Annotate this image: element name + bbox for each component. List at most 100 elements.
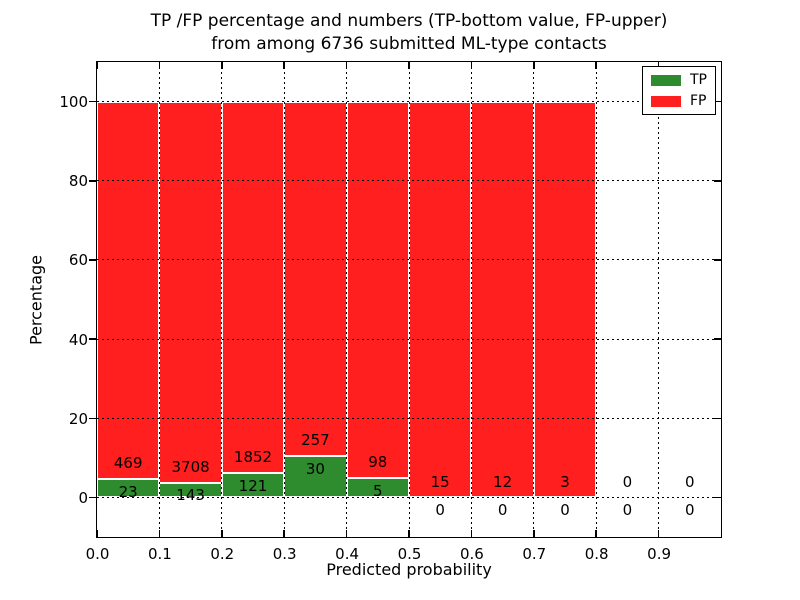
x-tick-top xyxy=(158,62,161,69)
bar-fp-segment xyxy=(159,101,222,483)
tp-count-label: 0 xyxy=(560,501,570,520)
y-tick-label: 60 xyxy=(68,251,88,270)
chart-title: TP /FP percentage and numbers (TP-bottom… xyxy=(97,10,721,56)
y-tick-label: 80 xyxy=(68,172,88,191)
y-tick-label: 40 xyxy=(68,330,88,349)
y-tick-right xyxy=(714,259,721,261)
x-tick-top xyxy=(221,62,223,69)
fp-count-label: 1852 xyxy=(233,448,273,467)
gridline-vertical xyxy=(658,62,660,537)
gridline-vertical xyxy=(158,62,160,537)
gridline-vertical xyxy=(533,62,535,537)
grid-layer xyxy=(97,62,721,537)
x-tick-bottom xyxy=(595,530,597,537)
bar-tp-segment xyxy=(533,497,597,500)
x-tick-bottom xyxy=(221,530,223,537)
x-tick-label: 0.7 xyxy=(522,544,547,563)
legend: TP FP xyxy=(642,66,716,115)
y-tick-label: 0 xyxy=(78,488,88,507)
gridline-vertical xyxy=(346,62,348,537)
tp-count-label: 30 xyxy=(305,459,325,478)
tp-count-label: 5 xyxy=(373,481,383,500)
x-tick-bottom xyxy=(657,530,660,537)
y-tick-label: 100 xyxy=(59,93,88,112)
x-axis-label: Predicted probability xyxy=(326,560,492,579)
bar-tp-segment xyxy=(284,456,347,498)
y-tick-right xyxy=(714,338,721,340)
x-tick-top xyxy=(595,62,597,69)
legend-label-fp: FP xyxy=(690,93,707,109)
bar-fp-segment xyxy=(346,101,409,479)
gridline-vertical xyxy=(470,62,472,537)
fp-count-label: 0 xyxy=(685,472,695,491)
x-tick-top xyxy=(283,62,285,69)
y-tick-left xyxy=(88,100,96,103)
tp-count-label: 23 xyxy=(118,482,138,501)
y-tick-left xyxy=(88,259,96,261)
x-tick-top xyxy=(657,62,660,69)
fp-count-label: 98 xyxy=(368,453,388,472)
bar-labels-layer: 469 23 3708 143 1852 121 257 30 98 5 15 0 12 0 3 0 0 0 0 0 xyxy=(97,62,721,537)
fp-count-label: 12 xyxy=(493,472,513,491)
bar-fp-segment xyxy=(221,101,285,474)
tp-count-label: 0 xyxy=(685,501,695,520)
y-tick-right xyxy=(714,417,721,419)
bar-tp-segment xyxy=(409,497,472,500)
x-tick-top xyxy=(408,62,410,69)
gridline-vertical xyxy=(283,62,285,537)
y-tick-left xyxy=(88,496,96,499)
fp-count-label: 257 xyxy=(301,431,330,450)
x-tick-top xyxy=(345,62,348,69)
tp-count-label: 0 xyxy=(622,501,633,520)
x-tick-bottom xyxy=(96,530,98,537)
tp-count-label: 0 xyxy=(435,501,445,520)
bar-tp-segment xyxy=(471,497,534,500)
plot-area: 469 23 3708 143 1852 121 257 30 98 5 15 0 12 0 3 0 0 0 0 0 … xyxy=(88,61,722,538)
legend-entry-fp: FP xyxy=(651,94,707,108)
bar-fp-segment xyxy=(533,101,597,498)
x-tick-bottom xyxy=(408,530,410,537)
chart-title-line2: from among 6736 submitted ML-type contac… xyxy=(211,34,607,54)
x-tick-label: 0.8 xyxy=(584,544,609,563)
legend-swatch-fp-icon xyxy=(651,95,681,107)
y-tick-left xyxy=(88,417,96,419)
x-tick-label: 0.6 xyxy=(459,544,484,563)
x-tick-bottom xyxy=(470,530,473,537)
chart-title-line1: TP /FP percentage and numbers (TP-bottom… xyxy=(150,11,668,31)
x-tick-label: 0.5 xyxy=(397,544,422,563)
x-tick-label: 0.1 xyxy=(147,544,172,563)
bar-fp-segment xyxy=(471,101,534,498)
fp-count-label: 469 xyxy=(113,454,143,473)
gridline-vertical xyxy=(595,62,597,537)
gridline-vertical xyxy=(221,62,223,537)
tp-count-label: 0 xyxy=(497,501,508,520)
y-tick-right xyxy=(714,100,721,103)
bars-layer xyxy=(97,62,721,537)
y-tick-label: 20 xyxy=(68,409,88,428)
legend-swatch-tp-icon xyxy=(651,74,681,86)
bar-fp-segment xyxy=(97,101,160,479)
tp-count-label: 143 xyxy=(176,486,205,505)
y-tick-left xyxy=(88,338,96,340)
bar-tp-segment xyxy=(159,482,222,498)
fp-count-label: 15 xyxy=(430,472,450,491)
tp-count-label: 121 xyxy=(238,476,268,495)
x-tick-label: 0.4 xyxy=(335,544,360,563)
x-tick-label: 0.0 xyxy=(85,544,110,563)
ticks-layer xyxy=(88,62,721,537)
y-tick-right xyxy=(714,496,721,499)
bar-tp-segment xyxy=(346,478,409,498)
x-tick-bottom xyxy=(158,530,161,537)
x-tick-label: 0.3 xyxy=(272,544,297,563)
y-tick-left xyxy=(88,180,96,182)
bar-fp-segment xyxy=(284,101,347,457)
x-tick-top xyxy=(470,62,473,69)
fp-count-label: 3708 xyxy=(171,457,210,476)
x-tick-bottom xyxy=(283,530,285,537)
legend-label-tp: TP xyxy=(690,72,707,88)
x-tick-label: 0.9 xyxy=(647,544,672,563)
x-tick-top xyxy=(96,62,98,69)
x-tick-bottom xyxy=(345,530,348,537)
x-tick-bottom xyxy=(533,530,535,537)
fp-count-label: 3 xyxy=(560,472,570,491)
